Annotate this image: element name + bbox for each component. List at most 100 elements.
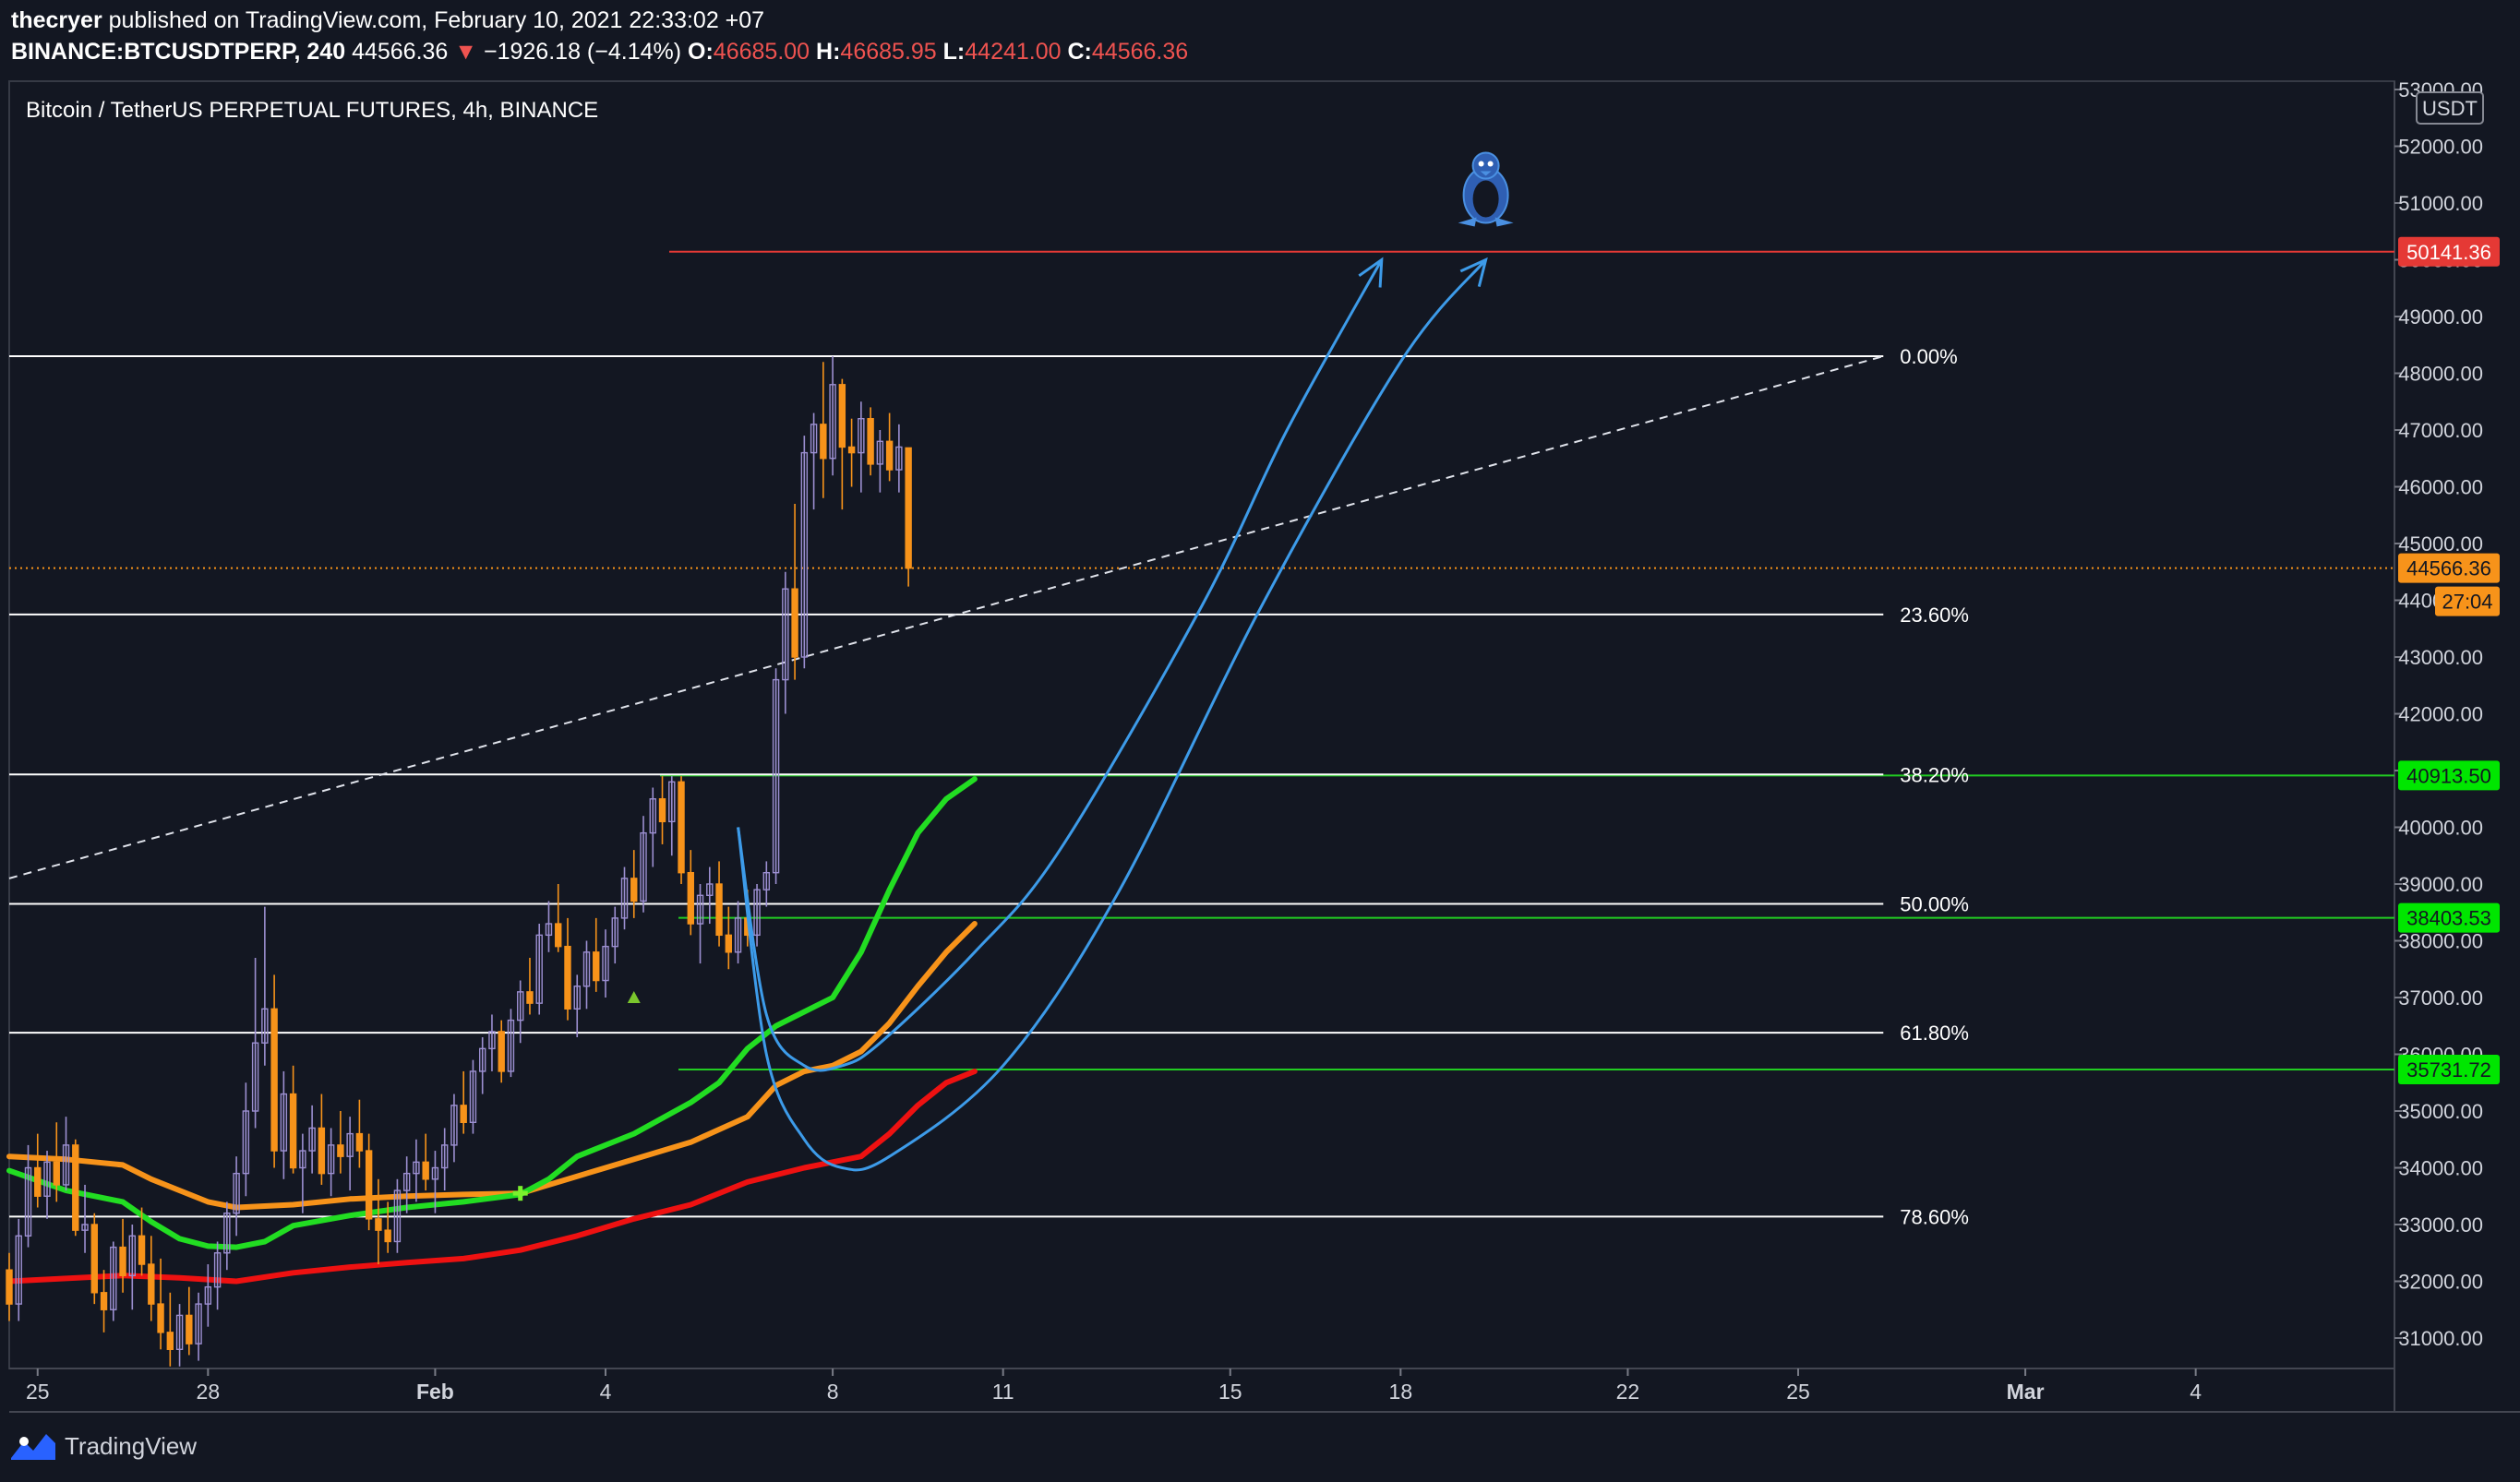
y-tick-label: 32000.00: [2398, 1271, 2483, 1294]
candle-body: [15, 1235, 22, 1305]
candle-body: [62, 1144, 70, 1186]
candle-body: [223, 1212, 231, 1254]
candle-down: [186, 1286, 193, 1356]
penguin-belly: [1472, 180, 1499, 218]
candle-up: [640, 816, 647, 913]
horizontal-levels: [9, 250, 2394, 1070]
candle-body: [242, 1110, 250, 1175]
author-name[interactable]: thecryer: [11, 7, 102, 33]
candle-down: [658, 776, 666, 844]
y-axis-ticks: 31000.00 32000.00 33000.00 34000.00 35000.00…: [2394, 78, 2483, 1350]
candle-body: [43, 1161, 51, 1197]
candle-up: [308, 1105, 316, 1174]
candle-up: [535, 924, 543, 1015]
candle-up: [800, 436, 809, 669]
candle-body: [422, 1161, 429, 1180]
y-tick-label: 34000.00: [2398, 1157, 2483, 1180]
candle-body: [535, 934, 543, 1004]
candle-body: [696, 894, 704, 925]
x-tick-label: Mar: [2007, 1380, 2045, 1404]
penguin-beak: [1480, 171, 1492, 176]
y-tick-label: 43000.00: [2398, 646, 2483, 669]
candle-down: [166, 1292, 174, 1367]
candle-body: [762, 872, 771, 890]
candle-body: [204, 1285, 212, 1305]
candle-body: [838, 384, 846, 448]
price-tag-support: 38403.53: [2398, 902, 2500, 933]
candle-body: [593, 951, 600, 982]
close-value: 44566.36: [1091, 39, 1189, 65]
candle-up: [602, 929, 609, 998]
candle-body: [166, 1332, 174, 1350]
candle-body: [72, 1144, 79, 1231]
symbol-interval[interactable]: BINANCE:BTCUSDTPERP, 240: [11, 39, 346, 65]
countdown-text: 27:04: [2442, 591, 2492, 614]
price-tag-support-bg: [2398, 760, 2500, 791]
candle-down: [365, 1133, 373, 1231]
penguin-head: [1471, 151, 1500, 180]
candle-body: [365, 1150, 373, 1220]
x-tick-label: 11: [992, 1380, 1014, 1404]
candle-down: [337, 1111, 344, 1174]
candle-up: [440, 1128, 449, 1191]
penguin-feet: [1458, 217, 1514, 227]
candle-down: [867, 407, 874, 476]
fib-level-label: 0.00%: [1900, 345, 1957, 368]
price-tag-support-text: 40913.50: [2406, 764, 2491, 787]
candle-body: [517, 991, 524, 1022]
candle-body: [175, 1314, 184, 1351]
candle-body: [251, 1042, 259, 1112]
candle-body: [791, 588, 798, 658]
candle-down: [270, 974, 278, 1168]
x-tick-label: 4: [2190, 1380, 2202, 1404]
candle-up: [450, 1094, 458, 1163]
candle-body: [233, 1172, 240, 1214]
candle-up: [782, 571, 789, 714]
candle-body: [867, 418, 874, 465]
ema-mid-line: [6, 921, 978, 1211]
candle-up: [582, 940, 591, 1010]
candle-up: [876, 430, 884, 493]
candle-body: [308, 1127, 316, 1152]
fib-retracement[interactable]: 0.00% 23.60% 38.20% 50.00% 61.80% 78.60%: [9, 345, 1969, 1228]
candle-down: [678, 776, 685, 884]
published-text: published on TradingView.com, February 1…: [108, 7, 765, 33]
candle-down: [460, 1070, 467, 1134]
candle-up: [402, 1156, 411, 1213]
currency-label: USDT: [2422, 97, 2478, 120]
candle-up: [488, 1014, 496, 1071]
candle-body: [393, 1189, 402, 1243]
candle-body: [261, 1008, 269, 1044]
cross-signal-marker: [512, 1186, 528, 1201]
candle-up: [734, 901, 742, 964]
candle-body: [186, 1314, 193, 1345]
fib-level-label: 61.80%: [1900, 1022, 1969, 1045]
candle-body: [346, 1132, 354, 1157]
y-tick-label: 46000.00: [2398, 476, 2483, 499]
candle-body: [706, 883, 714, 897]
buy-signal-marker: [627, 991, 641, 1003]
price-tag-support-text: 35731.72: [2406, 1058, 2491, 1082]
candle-up: [753, 884, 761, 947]
x-axis-ticks: 25 28 Feb 4 8 11 15 18 22 25 Mar 4: [26, 1368, 2202, 1404]
footer-brand[interactable]: TradingView: [9, 1430, 197, 1462]
candle-up: [829, 356, 836, 476]
candle-body: [119, 1246, 126, 1277]
candle-up: [233, 1156, 240, 1237]
penguin-eye-right: [1487, 161, 1494, 167]
down-arrow-icon: ▼: [454, 39, 478, 65]
candle-down: [498, 1020, 505, 1083]
candle-up: [213, 1241, 222, 1310]
candle-body: [715, 883, 723, 937]
candle-body: [507, 1019, 515, 1072]
candle-body: [658, 798, 666, 823]
candle-down: [791, 503, 798, 680]
candle-body: [337, 1144, 344, 1157]
arrow-path: [737, 258, 1384, 1072]
currency-badge[interactable]: USDT: [2416, 91, 2484, 125]
candle-up: [195, 1292, 202, 1361]
candle-body: [299, 1150, 306, 1169]
curved-arrows[interactable]: [737, 257, 1488, 1172]
candle-body: [402, 1172, 411, 1191]
